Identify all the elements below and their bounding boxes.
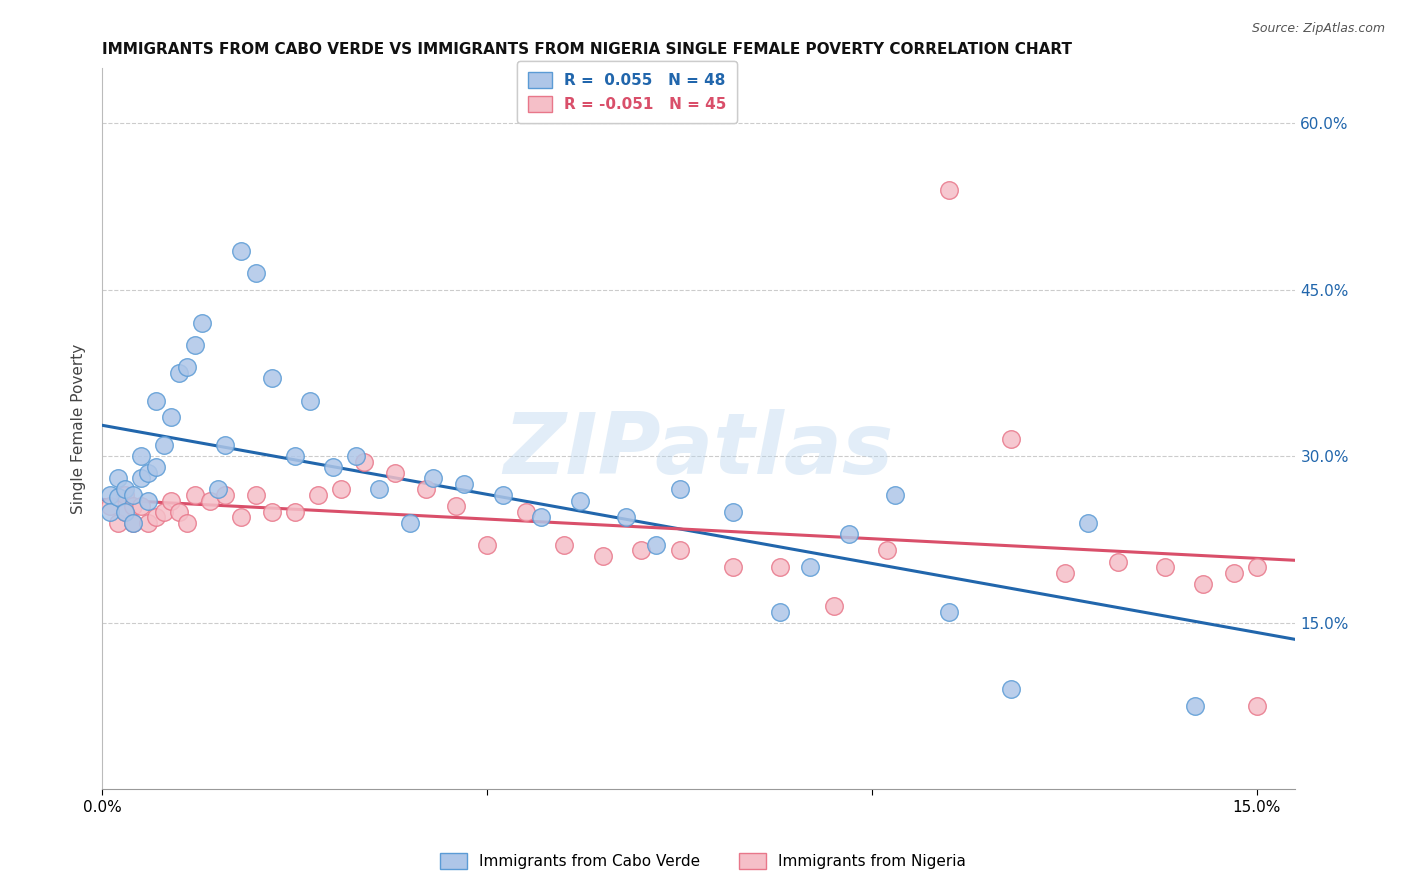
Point — [668, 543, 690, 558]
Point — [129, 471, 152, 485]
Text: ZIPatlas: ZIPatlas — [503, 409, 894, 491]
Point — [160, 410, 183, 425]
Point — [491, 488, 513, 502]
Point — [553, 538, 575, 552]
Point — [214, 488, 236, 502]
Point — [114, 505, 136, 519]
Text: Source: ZipAtlas.com: Source: ZipAtlas.com — [1251, 22, 1385, 36]
Point — [1153, 560, 1175, 574]
Point — [183, 488, 205, 502]
Point — [1000, 682, 1022, 697]
Point — [198, 493, 221, 508]
Point — [446, 499, 468, 513]
Point — [122, 499, 145, 513]
Point — [384, 466, 406, 480]
Point — [122, 516, 145, 530]
Point — [1000, 433, 1022, 447]
Point — [98, 499, 121, 513]
Point — [153, 438, 176, 452]
Point — [515, 505, 537, 519]
Point — [399, 516, 422, 530]
Point — [98, 488, 121, 502]
Point — [823, 599, 845, 613]
Point — [107, 490, 129, 504]
Legend: Immigrants from Cabo Verde, Immigrants from Nigeria: Immigrants from Cabo Verde, Immigrants f… — [433, 847, 973, 875]
Point — [645, 538, 668, 552]
Text: IMMIGRANTS FROM CABO VERDE VS IMMIGRANTS FROM NIGERIA SINGLE FEMALE POVERTY CORR: IMMIGRANTS FROM CABO VERDE VS IMMIGRANTS… — [103, 42, 1073, 57]
Point — [138, 466, 160, 480]
Point — [938, 183, 960, 197]
Point — [769, 560, 792, 574]
Point — [245, 488, 267, 502]
Point — [299, 393, 322, 408]
Point — [668, 483, 690, 497]
Point — [353, 455, 375, 469]
Point — [884, 488, 907, 502]
Point — [614, 510, 637, 524]
Point — [838, 526, 860, 541]
Point — [1246, 698, 1268, 713]
Point — [191, 316, 214, 330]
Point — [630, 543, 652, 558]
Point — [167, 505, 190, 519]
Point — [145, 393, 167, 408]
Y-axis label: Single Female Poverty: Single Female Poverty — [72, 343, 86, 514]
Point — [245, 266, 267, 280]
Point — [368, 483, 391, 497]
Point — [415, 483, 437, 497]
Point — [329, 483, 352, 497]
Point — [145, 510, 167, 524]
Point — [176, 360, 198, 375]
Point — [1192, 576, 1215, 591]
Point — [98, 505, 121, 519]
Point — [876, 543, 898, 558]
Point — [229, 510, 252, 524]
Legend: R =  0.055   N = 48, R = -0.051   N = 45: R = 0.055 N = 48, R = -0.051 N = 45 — [517, 61, 738, 123]
Point — [107, 471, 129, 485]
Point — [153, 505, 176, 519]
Point — [284, 449, 307, 463]
Point — [138, 516, 160, 530]
Point — [107, 516, 129, 530]
Point — [723, 505, 745, 519]
Point — [160, 493, 183, 508]
Point — [129, 449, 152, 463]
Point — [475, 538, 498, 552]
Point — [723, 560, 745, 574]
Point — [122, 488, 145, 502]
Point — [568, 493, 591, 508]
Point — [307, 488, 329, 502]
Point — [1223, 566, 1246, 580]
Point — [214, 438, 236, 452]
Point — [114, 505, 136, 519]
Point — [183, 338, 205, 352]
Point — [422, 471, 444, 485]
Point — [938, 605, 960, 619]
Point — [167, 366, 190, 380]
Point — [1053, 566, 1076, 580]
Point — [1184, 698, 1206, 713]
Point — [145, 460, 167, 475]
Point — [344, 449, 367, 463]
Point — [592, 549, 614, 563]
Point — [207, 483, 229, 497]
Point — [260, 371, 283, 385]
Point — [322, 460, 344, 475]
Point — [1077, 516, 1099, 530]
Point — [453, 476, 475, 491]
Point — [799, 560, 821, 574]
Point — [114, 488, 136, 502]
Point — [1246, 560, 1268, 574]
Point — [122, 516, 145, 530]
Point — [530, 510, 553, 524]
Point — [769, 605, 792, 619]
Point — [176, 516, 198, 530]
Point — [114, 483, 136, 497]
Point — [138, 493, 160, 508]
Point — [260, 505, 283, 519]
Point — [284, 505, 307, 519]
Point — [129, 499, 152, 513]
Point — [1107, 555, 1129, 569]
Point — [229, 244, 252, 258]
